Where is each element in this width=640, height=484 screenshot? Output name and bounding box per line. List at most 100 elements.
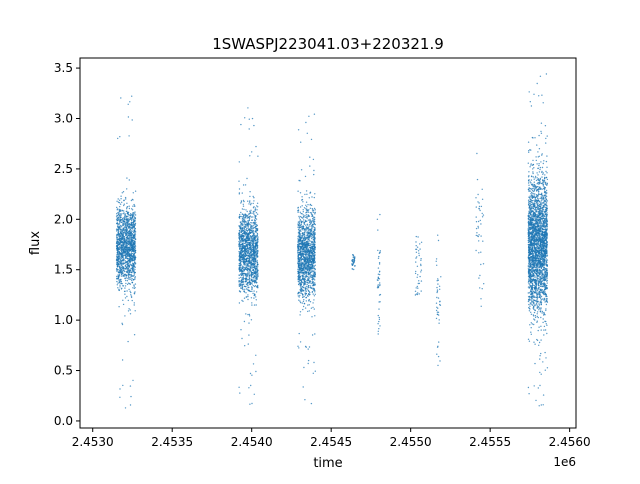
data-point xyxy=(306,220,308,222)
data-point xyxy=(438,322,440,324)
data-point xyxy=(306,223,308,225)
data-point xyxy=(377,257,380,259)
data-point xyxy=(253,272,256,275)
data-point xyxy=(440,276,442,278)
data-point xyxy=(302,263,304,265)
data-point xyxy=(303,303,306,305)
data-point xyxy=(123,268,125,270)
data-point xyxy=(119,243,121,245)
data-point xyxy=(314,211,316,214)
data-point xyxy=(304,257,306,259)
data-point xyxy=(122,243,124,245)
data-point xyxy=(313,223,315,225)
data-point xyxy=(239,270,241,273)
data-point xyxy=(253,271,255,273)
data-point xyxy=(242,247,244,249)
data-point xyxy=(248,128,250,130)
data-point xyxy=(313,295,316,297)
data-point xyxy=(122,229,124,232)
data-point xyxy=(116,206,118,209)
data-point xyxy=(417,292,419,294)
data-point xyxy=(128,223,130,226)
data-point xyxy=(131,249,134,251)
data-point xyxy=(306,252,308,254)
data-point xyxy=(253,247,255,250)
data-point xyxy=(126,210,128,212)
data-point xyxy=(242,199,245,202)
data-point xyxy=(241,218,243,220)
data-point xyxy=(129,217,131,219)
data-point xyxy=(253,213,255,215)
data-point xyxy=(134,310,136,312)
data-point xyxy=(250,261,252,263)
data-point xyxy=(310,258,313,261)
data-point xyxy=(257,236,259,238)
data-point xyxy=(254,217,257,220)
data-point xyxy=(126,202,128,204)
data-point xyxy=(243,270,246,272)
data-point xyxy=(305,216,308,218)
data-point xyxy=(117,137,119,140)
data-point xyxy=(238,161,240,163)
data-point xyxy=(255,267,257,270)
data-point xyxy=(308,290,310,293)
data-point xyxy=(313,299,315,301)
data-point xyxy=(310,282,312,285)
data-point xyxy=(132,224,134,226)
data-point xyxy=(130,248,132,251)
data-point xyxy=(118,279,120,281)
data-point xyxy=(536,163,538,165)
data-point xyxy=(538,164,540,167)
data-point xyxy=(546,172,548,174)
data-point xyxy=(314,282,316,284)
data-point xyxy=(120,236,122,238)
data-point xyxy=(245,292,247,294)
data-point xyxy=(309,204,311,206)
data-point xyxy=(308,115,310,118)
data-point xyxy=(239,262,242,264)
data-point xyxy=(299,282,301,284)
data-point xyxy=(312,264,314,266)
data-point xyxy=(544,351,546,354)
data-point xyxy=(297,190,299,192)
data-point xyxy=(379,213,381,216)
data-point xyxy=(248,255,251,257)
data-point xyxy=(308,246,310,249)
data-point xyxy=(125,198,127,200)
data-point xyxy=(542,318,544,320)
data-point xyxy=(256,259,258,262)
data-point xyxy=(120,219,122,221)
data-point xyxy=(314,268,316,270)
data-point xyxy=(256,274,258,277)
data-point xyxy=(119,234,122,236)
data-point xyxy=(300,242,302,244)
data-point xyxy=(253,197,255,199)
data-point xyxy=(126,295,128,298)
data-point xyxy=(312,158,315,161)
data-point xyxy=(254,248,257,250)
data-point xyxy=(242,205,245,207)
data-point xyxy=(127,310,130,312)
data-point xyxy=(245,229,247,231)
data-point xyxy=(129,276,132,278)
data-point xyxy=(129,249,131,251)
data-point xyxy=(250,226,252,228)
data-point xyxy=(245,273,247,275)
data-point xyxy=(416,285,418,288)
data-point xyxy=(298,222,301,225)
data-point xyxy=(416,256,418,258)
data-point xyxy=(312,226,314,228)
data-point xyxy=(313,308,315,310)
data-point xyxy=(249,281,251,283)
data-point xyxy=(378,263,381,265)
data-point xyxy=(437,239,440,242)
data-point xyxy=(303,278,306,280)
data-point xyxy=(245,231,247,233)
data-point xyxy=(244,229,246,231)
data-point xyxy=(246,234,249,236)
data-point xyxy=(130,291,132,294)
data-point xyxy=(254,210,256,213)
data-point xyxy=(122,219,124,221)
data-point xyxy=(481,216,484,218)
data-point xyxy=(249,210,251,212)
